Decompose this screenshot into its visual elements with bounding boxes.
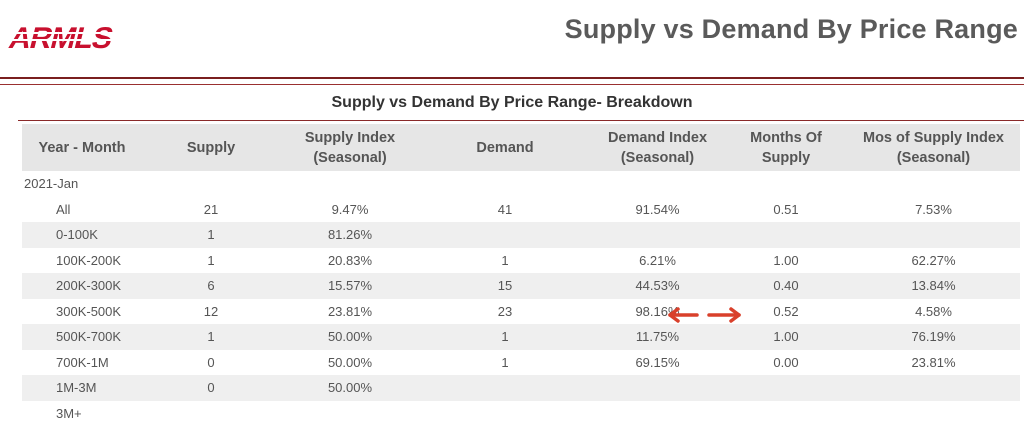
group-row[interactable]: 2021-Jan (22, 171, 1020, 197)
cell-supply-index: 15.57% (327, 278, 373, 294)
col-header-supply-index[interactable]: Supply Index (Seasonal) (304, 129, 396, 166)
cell-demand: 15 (497, 278, 513, 294)
cell-demand: 1 (501, 252, 509, 268)
header: ARMLS Supply vs Demand By Price Range (0, 0, 1024, 78)
col-header-demand[interactable]: Demand (476, 139, 534, 156)
cell-price-range: 300K-500K (56, 303, 122, 319)
table-body: All 21 9.47% 41 91.54% 0.51 7.53% 0-100K 1 81.26%… (22, 197, 1020, 427)
cell-demand-index: 91.54% (635, 201, 680, 217)
cell-mos-supply-index: 76.19% (911, 329, 956, 345)
table-row[interactable]: 200K-300K 6 15.57% 15 44.53% 0.40 13.84% (22, 273, 1020, 299)
cell-demand-index: 6.21% (639, 252, 676, 268)
armls-logo: ARMLS (4, 22, 130, 52)
table-row[interactable]: 100K-200K 1 20.83% 1 6.21% 1.00 62.27% (22, 248, 1020, 274)
cell-mos-supply-index: 7.53% (915, 201, 952, 217)
cell-demand: 1 (501, 354, 509, 370)
double-arrow-icon (668, 307, 741, 323)
cell-supply: 1 (207, 252, 215, 268)
cell-supply-index: 81.26% (327, 227, 373, 243)
cell-demand-index: 69.15% (635, 354, 680, 370)
cell-supply-index: 20.83% (327, 252, 373, 268)
cell-price-range: 200K-300K (56, 278, 122, 294)
cell-demand-index: 44.53% (635, 278, 680, 294)
cell-supply-index: 50.00% (327, 354, 373, 370)
cell-price-range: 0-100K (56, 227, 98, 243)
col-header-year-month[interactable]: Year - Month (38, 139, 126, 156)
cell-mos-supply-index: 62.27% (911, 252, 956, 268)
cell-months-of-supply: 0.00 (773, 354, 799, 370)
cell-supply: 1 (207, 227, 215, 243)
cell-supply-index: 50.00% (327, 329, 373, 345)
table-row[interactable]: 0-100K 1 81.26% (22, 222, 1020, 248)
cell-price-range: 100K-200K (56, 252, 122, 268)
cell-supply-index: 50.00% (327, 380, 373, 396)
cell-months-of-supply: 0.40 (773, 278, 799, 294)
cell-price-range: 1M-3M (56, 380, 97, 396)
table-row[interactable]: 500K-700K 1 50.00% 1 11.75% 1.00 76.19% (22, 324, 1020, 350)
cell-mos-supply-index: 23.81% (911, 354, 956, 370)
col-header-months-of-supply[interactable]: Months Of Supply (750, 129, 822, 166)
cell-demand-index: 11.75% (635, 329, 680, 345)
table-row[interactable]: All 21 9.47% 41 91.54% 0.51 7.53% (22, 197, 1020, 223)
table-title: Supply vs Demand By Price Range- Breakdo… (331, 94, 693, 111)
table-title-rule (18, 120, 1024, 121)
cell-demand: 41 (497, 201, 513, 217)
cell-supply: 0 (207, 380, 215, 396)
cell-price-range: 3M+ (56, 405, 82, 421)
cell-months-of-supply: 1.00 (773, 329, 799, 345)
cell-supply: 6 (207, 278, 215, 294)
table-row[interactable]: 3M+ (22, 401, 1020, 427)
cell-price-range: All (56, 201, 71, 217)
cell-supply: 1 (207, 329, 215, 345)
col-header-demand-index[interactable]: Demand Index (Seasonal) (607, 129, 708, 166)
cell-demand: 1 (501, 329, 509, 345)
header-rule-thin (0, 84, 1024, 85)
table-row[interactable]: 700K-1M 0 50.00% 1 69.15% 0.00 23.81% (22, 350, 1020, 376)
cell-supply-index: 23.81% (327, 303, 373, 319)
cell-months-of-supply: 0.51 (773, 201, 799, 217)
cell-months-of-supply: 0.52 (773, 303, 799, 319)
col-header-supply[interactable]: Supply (186, 139, 236, 156)
cell-supply-index: 9.47% (331, 201, 369, 217)
cell-months-of-supply: 1.00 (773, 252, 799, 268)
page-title: Supply vs Demand By Price Range (564, 14, 1018, 44)
cell-mos-supply-index: 13.84% (911, 278, 956, 294)
table-header: Year - Month Supply Supply Index (Seasona… (22, 124, 1020, 171)
cell-supply: 12 (203, 303, 219, 319)
cell-price-range: 700K-1M (56, 354, 109, 370)
table-row[interactable]: 300K-500K 12 23.81% 23 98.16% 0.52 4.58% (22, 299, 1020, 325)
cell-demand: 23 (497, 303, 513, 319)
header-rule (0, 77, 1024, 79)
breakdown-table: Year - Month Supply Supply Index (Seasona… (22, 124, 1020, 426)
col-header-mos-supply-index[interactable]: Mos of Supply Index (Seasonal) (863, 129, 1004, 166)
cell-price-range: 500K-700K (56, 329, 122, 345)
group-label: 2021-Jan (24, 176, 79, 192)
cell-mos-supply-index: 4.58% (915, 303, 952, 319)
cell-supply: 0 (207, 354, 215, 370)
cell-supply: 21 (203, 201, 219, 217)
table-row[interactable]: 1M-3M 0 50.00% (22, 375, 1020, 401)
logo-text: ARMLS (6, 22, 117, 52)
